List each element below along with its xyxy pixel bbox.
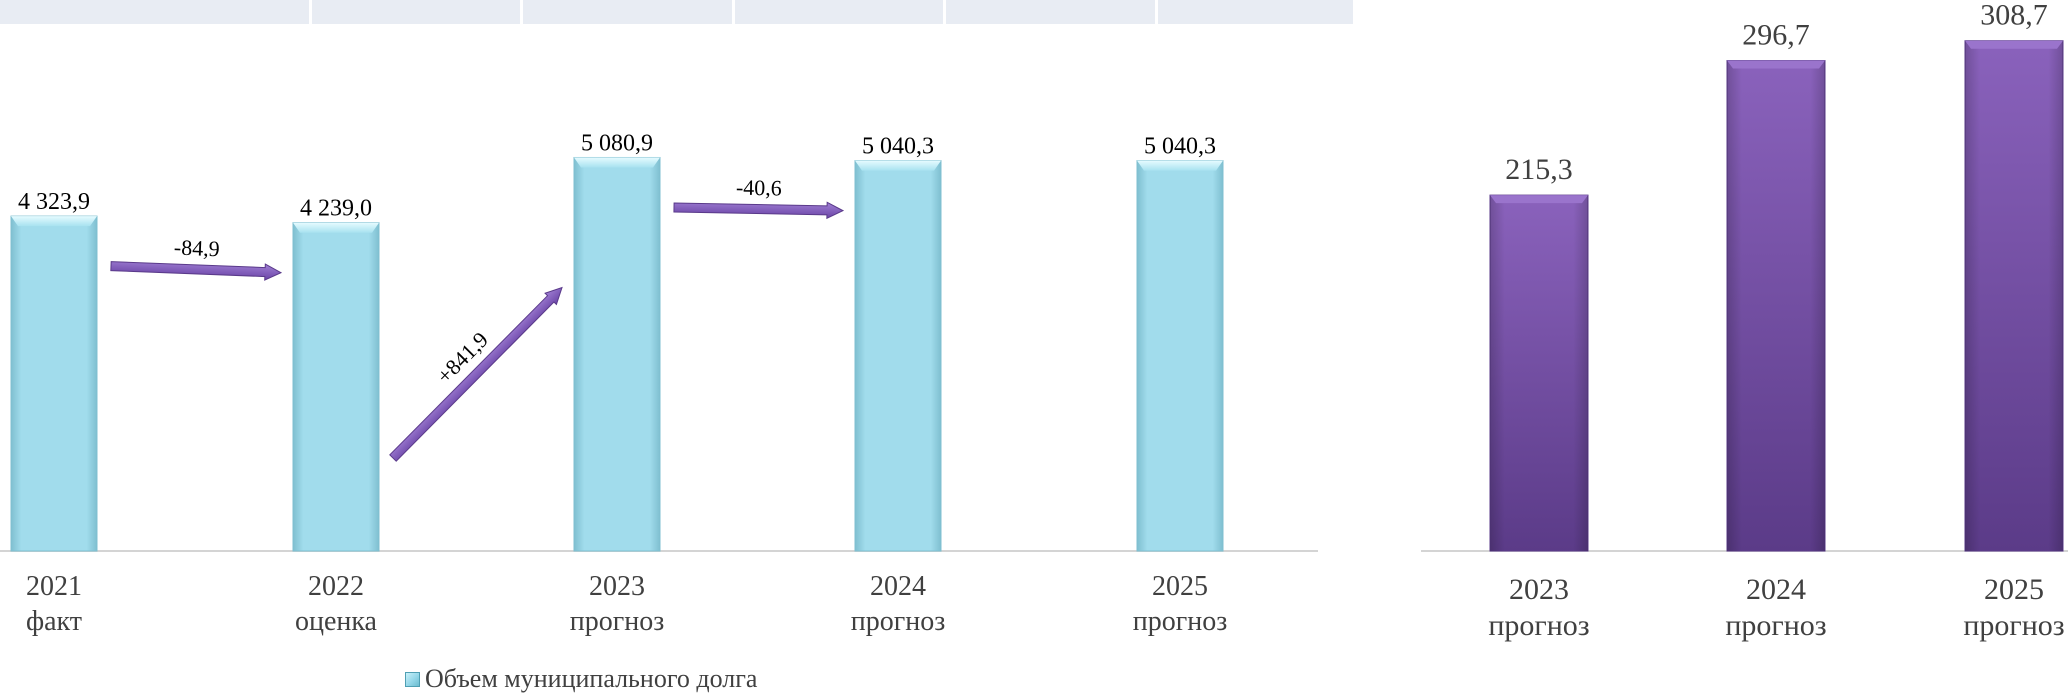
x-tick-year: 2024	[1746, 573, 1806, 606]
service-bar-cap	[1727, 60, 1825, 69]
debt-bar-cap	[574, 157, 660, 168]
debt-value-label: 4 323,9	[18, 189, 90, 215]
legend-label: Объем муниципального долга	[425, 664, 758, 693]
x-tick-year: 2025	[1152, 571, 1208, 602]
debt-bar	[854, 160, 942, 552]
change-arrow-shape	[110, 261, 283, 281]
debt-bar-cap	[1137, 160, 1223, 171]
municipal-debt-chart: 4 323,9 2021 факт 4 239,0 2022 оценка 5 080,9 2…	[0, 130, 1318, 637]
x-tick-year: 2025	[1984, 573, 2044, 606]
x-tick-year: 2023	[589, 571, 645, 602]
debt-bar-cap	[293, 222, 379, 233]
debt-value-label: 4 239,0	[300, 196, 372, 222]
debt-bar	[10, 215, 98, 552]
change-label: -40,6	[736, 175, 782, 201]
x-tick-year: 2021	[26, 571, 82, 602]
change-arrow: +841,9	[389, 286, 563, 462]
service-bar-shade	[1727, 60, 1825, 551]
debt-service-chart: 215,32023прогноз296,72024прогноз308,7202…	[1421, 0, 2068, 642]
service-bar-cap	[1490, 195, 1588, 204]
change-label: -84,9	[173, 235, 220, 262]
x-tick-year: 2024	[870, 571, 926, 602]
header-cell	[735, 0, 946, 24]
x-tick-status: прогноз	[1488, 609, 1589, 642]
debt-bar-cap	[11, 216, 97, 227]
x-tick-status: прогноз	[1963, 609, 2064, 642]
legend: Объем муниципального долга	[405, 664, 757, 694]
header-cell	[312, 0, 523, 24]
header-cell	[0, 0, 312, 24]
service-bar-shade	[1965, 40, 2063, 551]
debt-value-label: 5 040,3	[1144, 134, 1216, 160]
service-value-label: 215,3	[1505, 153, 1573, 186]
x-tick-status: прогноз	[570, 606, 665, 637]
header-cell	[946, 0, 1158, 24]
x-tick-status: прогноз	[1725, 609, 1826, 642]
legend-swatch	[405, 671, 420, 687]
header-cell	[1158, 0, 1356, 24]
x-tick-year: 2022	[308, 571, 364, 602]
debt-value-label: 5 040,3	[862, 134, 934, 160]
x-tick-status: оценка	[295, 606, 378, 637]
header-strip	[0, 0, 1356, 24]
change-arrow: -84,9	[110, 235, 283, 281]
service-value-label: 308,7	[1980, 0, 2048, 32]
change-label: +841,9	[432, 327, 493, 389]
x-tick-status: факт	[26, 606, 82, 637]
header-cell	[523, 0, 735, 24]
change-arrow: -40,6	[673, 175, 845, 220]
x-tick-year: 2023	[1509, 573, 1569, 606]
debt-value-label: 5 080,9	[581, 130, 653, 156]
change-arrow-shape	[389, 286, 563, 462]
service-value-label: 296,7	[1742, 19, 1810, 52]
service-bar-shade	[1490, 195, 1588, 551]
x-tick-status: прогноз	[1133, 606, 1228, 637]
debt-bar-cap	[855, 160, 941, 171]
debt-bar	[1136, 160, 1224, 552]
change-arrow-shape	[673, 201, 845, 220]
debt-bar	[292, 222, 380, 552]
service-bar-cap	[1965, 40, 2063, 49]
x-tick-status: прогноз	[851, 606, 946, 637]
debt-bar	[573, 156, 661, 552]
